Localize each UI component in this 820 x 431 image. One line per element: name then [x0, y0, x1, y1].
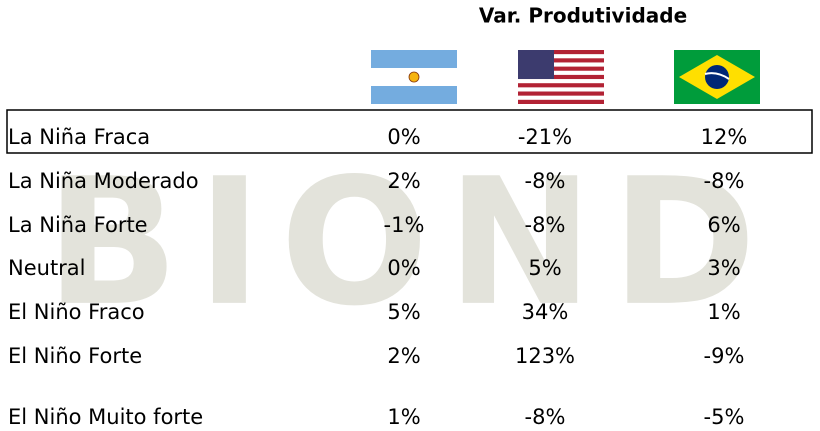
value-cell: 1%	[387, 405, 420, 429]
row-label: El Niño Fraco	[8, 300, 145, 324]
value-cell: 2%	[387, 169, 420, 193]
row-label: Neutral	[8, 256, 86, 280]
row-label: La Niña Forte	[8, 213, 148, 237]
value-cell: -8%	[704, 169, 745, 193]
value-cell: 1%	[707, 300, 740, 324]
flag-brazil	[674, 50, 760, 104]
value-cell: -5%	[704, 405, 745, 429]
value-cell: 12%	[701, 125, 748, 149]
value-cell: -21%	[518, 125, 572, 149]
value-cell: 34%	[522, 300, 569, 324]
value-cell: -8%	[525, 213, 566, 237]
value-cell: -1%	[384, 213, 425, 237]
header-title: Var. Produtividade	[479, 4, 687, 28]
flag-usa	[518, 50, 604, 104]
value-cell: -9%	[704, 344, 745, 368]
row-label: El Niño Muito forte	[8, 405, 203, 429]
value-cell: 2%	[387, 344, 420, 368]
value-cell: 6%	[707, 213, 740, 237]
flag-argentina	[371, 50, 457, 104]
value-cell: -8%	[525, 169, 566, 193]
value-cell: 0%	[387, 125, 420, 149]
value-cell: -8%	[525, 405, 566, 429]
row-label: La Niña Fraca	[8, 125, 150, 149]
value-cell: 0%	[387, 256, 420, 280]
row-label: La Niña Moderado	[8, 169, 199, 193]
value-cell: 5%	[528, 256, 561, 280]
value-cell: 5%	[387, 300, 420, 324]
row-label: El Niño Forte	[8, 344, 142, 368]
watermark: BIOND	[46, 142, 775, 345]
highlight-box	[6, 109, 813, 154]
value-cell: 123%	[515, 344, 575, 368]
value-cell: 3%	[707, 256, 740, 280]
